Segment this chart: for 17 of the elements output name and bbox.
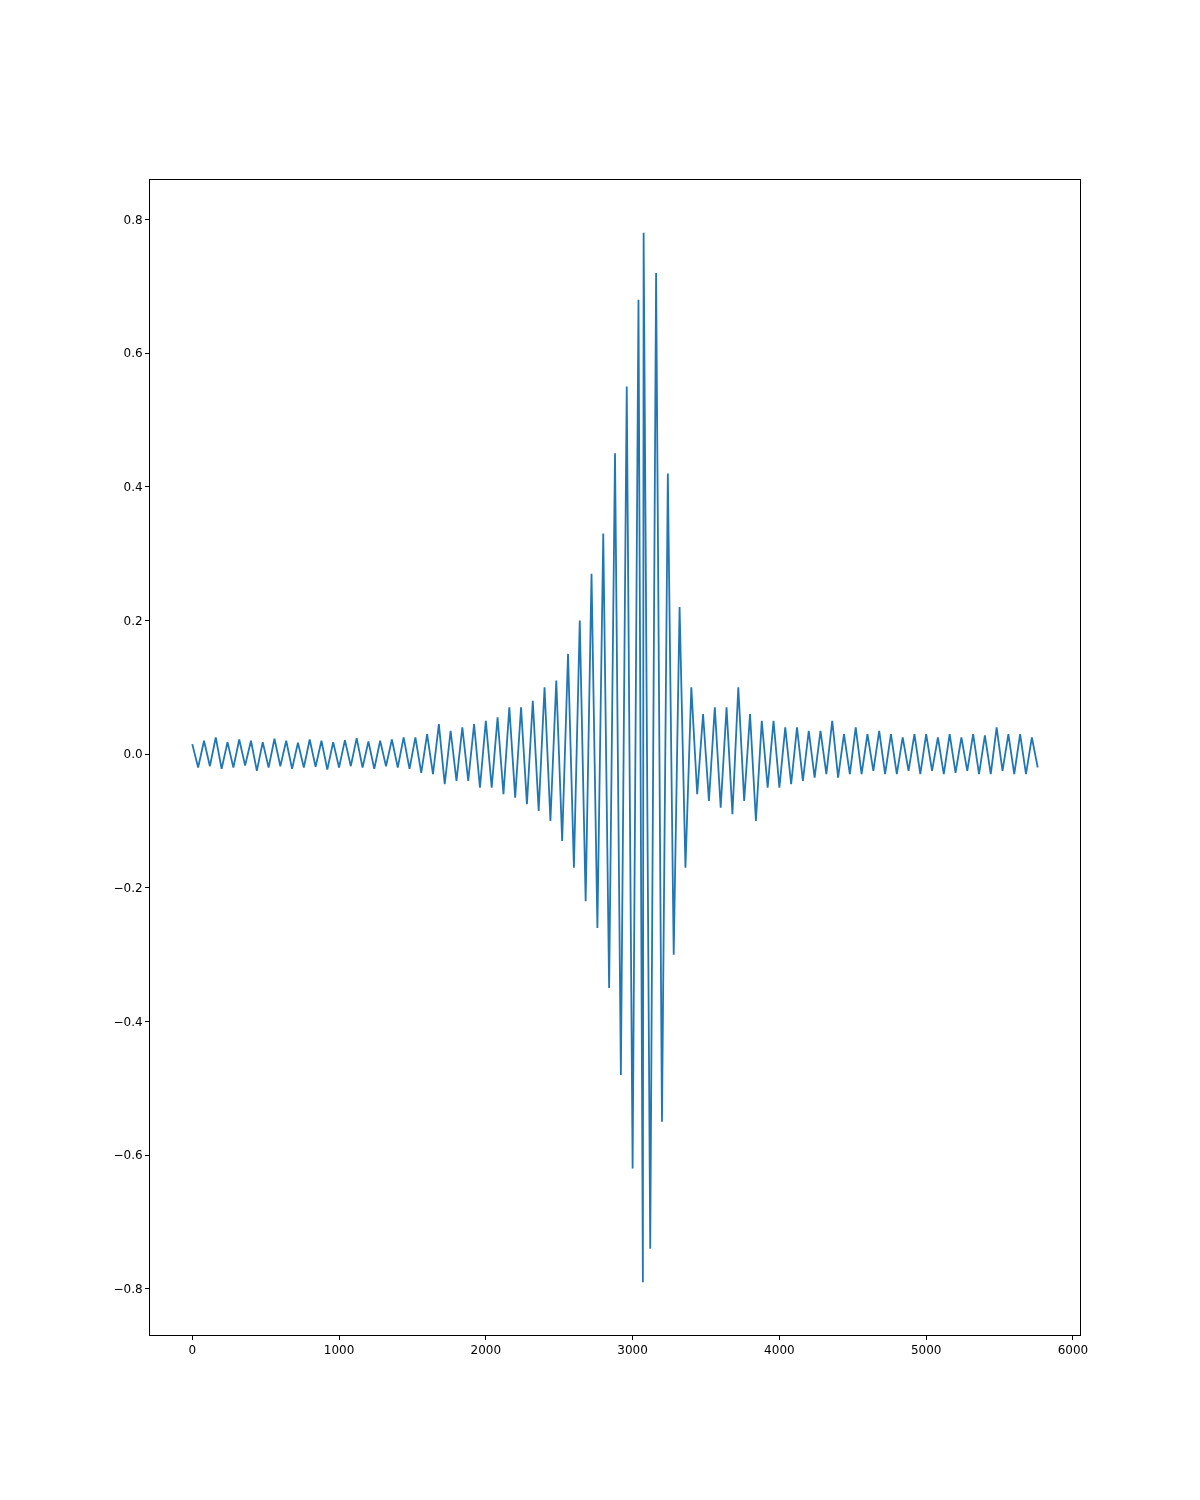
x-tick-label: 4000 <box>764 1343 795 1358</box>
x-tick-label: 3000 <box>617 1343 648 1358</box>
y-tick-label: 0.0 <box>123 747 143 762</box>
y-tick-label: −0.2 <box>113 881 143 896</box>
y-tick-label: 0.2 <box>123 613 143 628</box>
x-tick-label: 1000 <box>323 1343 355 1358</box>
line-series <box>191 231 1039 1284</box>
y-tick-label: −0.4 <box>113 1014 143 1029</box>
y-tick-label: −0.8 <box>113 1282 143 1297</box>
y-tick-label: 0.6 <box>123 346 143 361</box>
y-tick-label: 0.4 <box>123 480 143 494</box>
y-tick-label: 0.8 <box>123 212 143 227</box>
x-tick-label: 5000 <box>910 1343 942 1358</box>
y-tick-label: −0.6 <box>113 1148 143 1163</box>
x-tick-label: 2000 <box>470 1343 502 1358</box>
x-tick-label: 0 <box>188 1343 197 1358</box>
x-tick-label: 6000 <box>1057 1343 1089 1358</box>
